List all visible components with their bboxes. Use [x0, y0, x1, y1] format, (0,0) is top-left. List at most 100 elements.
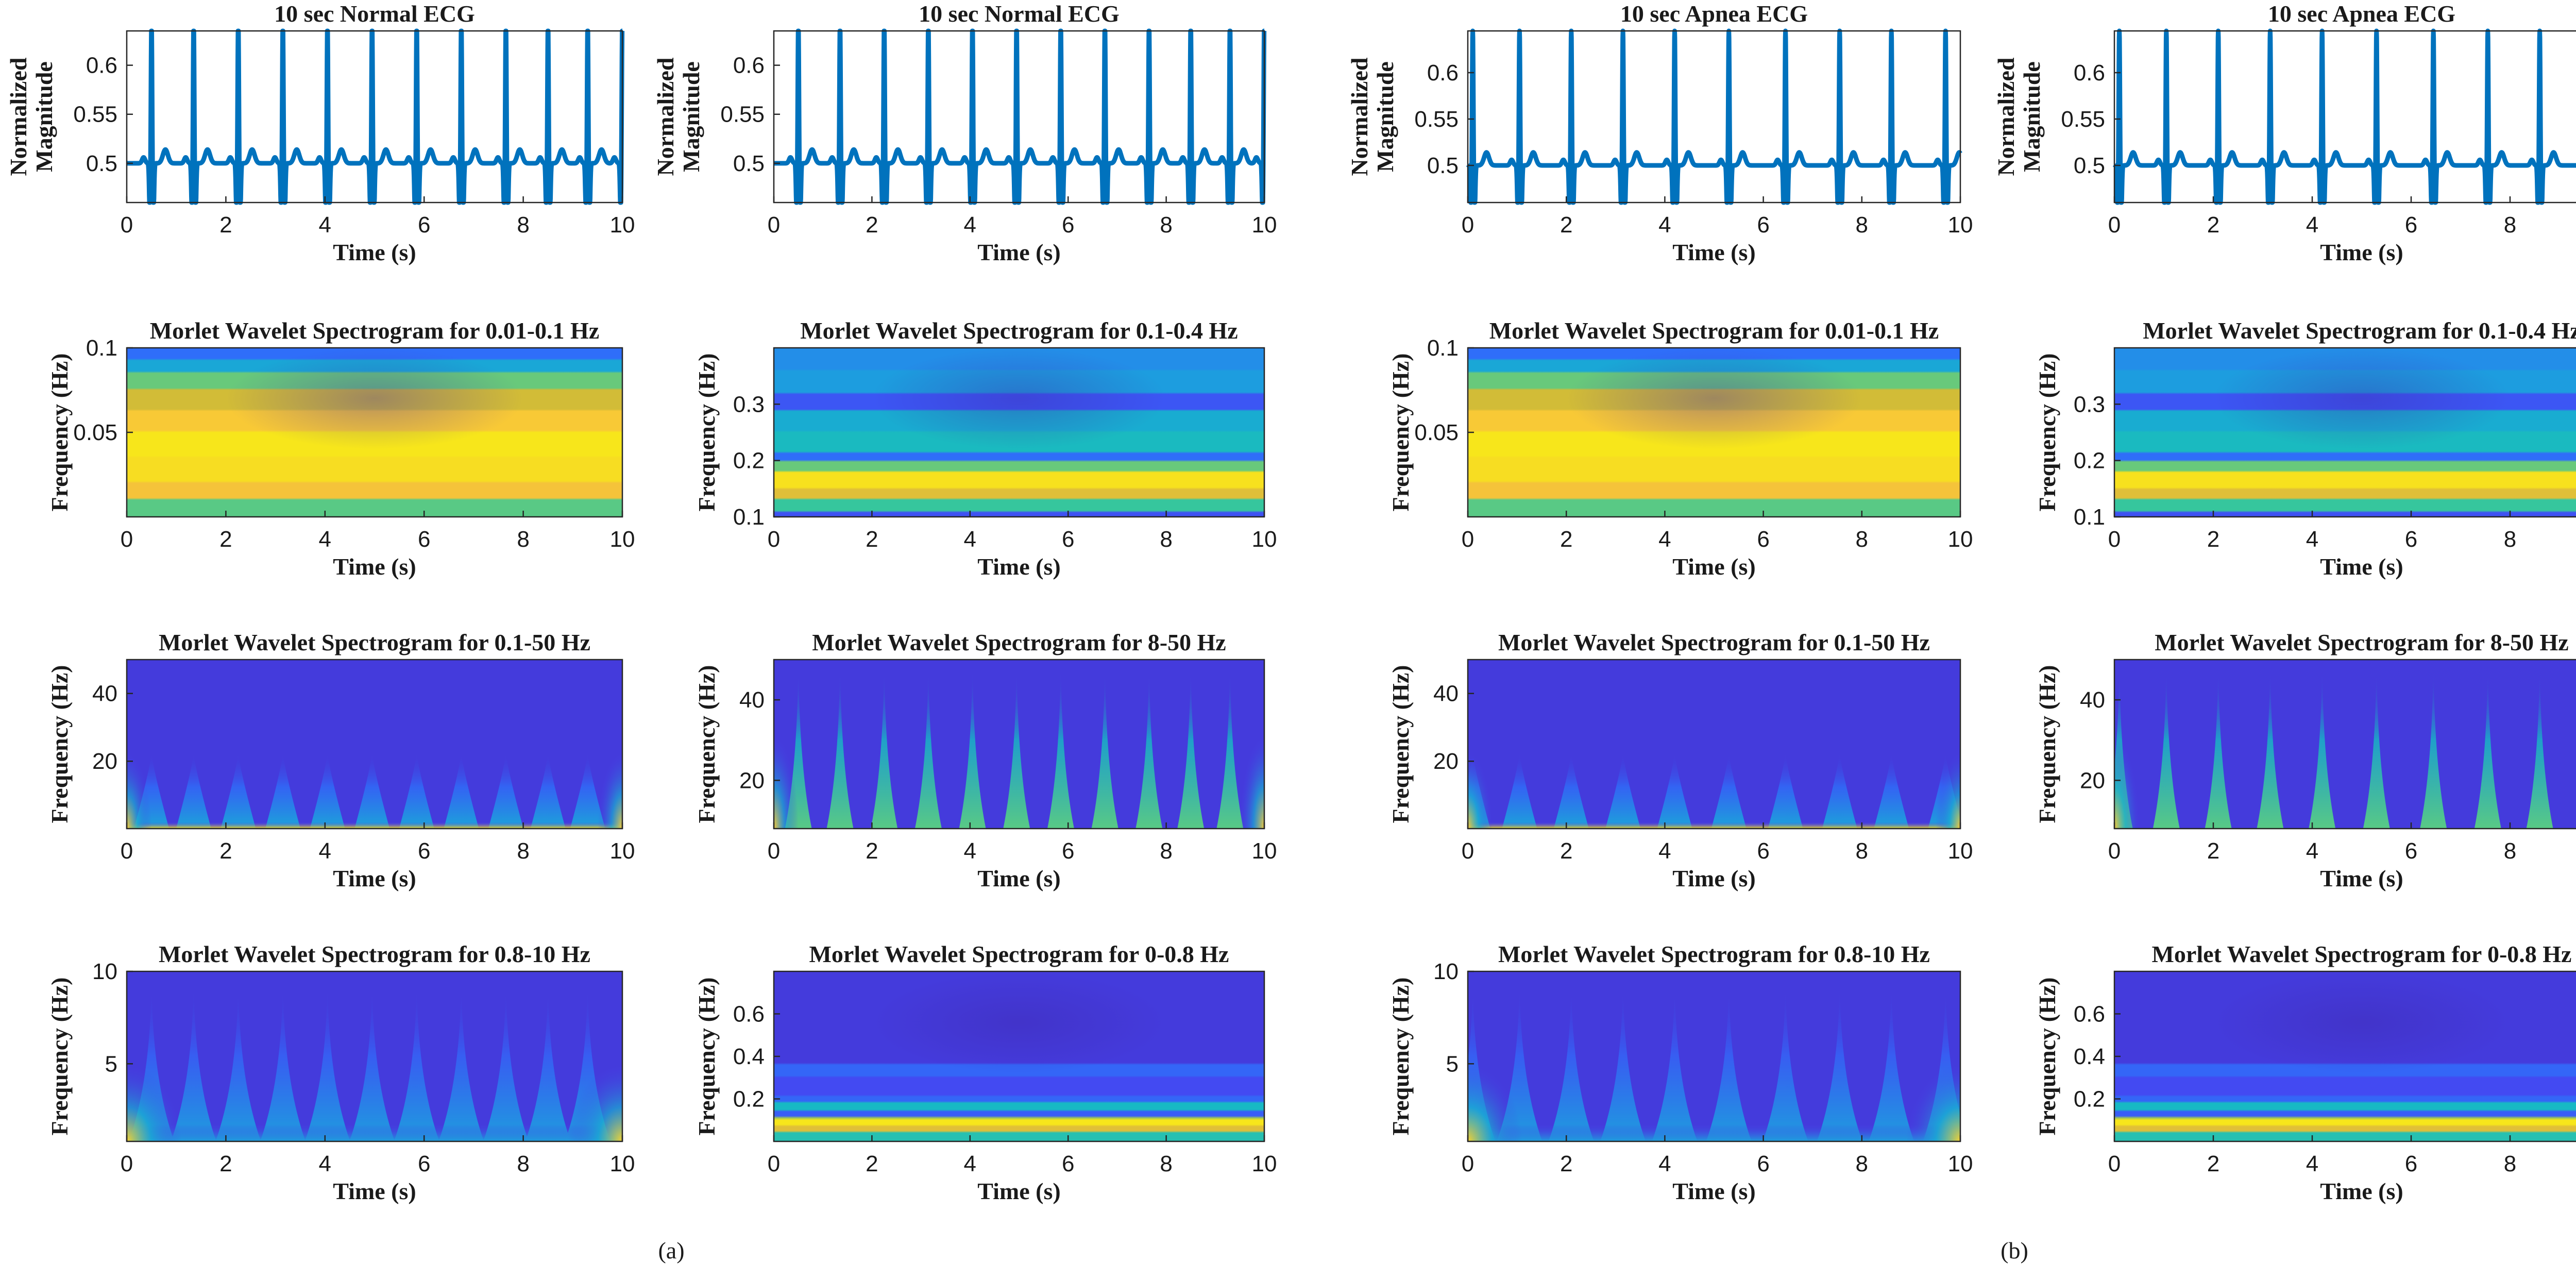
spectrogram-image: [2114, 660, 2576, 829]
x-axis-label: Time (s): [977, 865, 1060, 891]
panel-title: Morlet Wavelet Spectrogram for 0.01-0.1 …: [150, 317, 599, 344]
spectrogram-center-shade: [2213, 348, 2510, 449]
x-tick-label: 4: [964, 527, 976, 552]
cone-of-influence-edge: [597, 752, 622, 829]
cone-of-influence-edge: [1240, 735, 1264, 829]
panel-title: 10 sec Apnea ECG: [1620, 1, 1808, 27]
y-tick-label: 20: [1433, 749, 1459, 774]
y-tick-label: 0.1: [2074, 504, 2105, 530]
cone-of-influence-edge: [1936, 752, 1960, 829]
x-tick-label: 6: [1062, 838, 1074, 864]
beat-plume: [525, 985, 571, 1141]
y-tick-label: 5: [1446, 1051, 1459, 1076]
axes-frame: [2113, 347, 2576, 518]
axes-frame: [1467, 30, 1961, 204]
beat-plume: [2153, 668, 2180, 829]
x-tick-label: 2: [1560, 838, 1572, 864]
panel-a-low: Morlet Wavelet Spectrogram for 0-0.8 Hz 0…: [693, 941, 1277, 1204]
ecg-trace: [124, 28, 625, 205]
y-axis-label: Frequency (Hz): [1387, 353, 1414, 511]
x-tick-label: 4: [319, 838, 331, 864]
beat-plume: [530, 752, 566, 829]
y-tick-label: 0.6: [2074, 1002, 2105, 1027]
low-frequency-floor: [127, 1124, 622, 1141]
x-tick-label: 4: [319, 527, 331, 552]
axes-frame: [1467, 659, 1961, 830]
y-tick-label: 40: [1433, 681, 1459, 706]
y-axis-label: Magnitude: [31, 61, 57, 172]
beat-plume: [2526, 668, 2553, 829]
beat-plume: [1762, 985, 1808, 1141]
beat-plume: [304, 985, 350, 1141]
x-tick-label: 8: [517, 838, 529, 864]
y-axis-label: Frequency (Hz): [2034, 665, 2060, 823]
y-tick-label: 0.1: [86, 335, 117, 361]
axes-frame: [2113, 659, 2576, 830]
x-tick-label: 0: [121, 838, 133, 864]
y-tick-label: 0.55: [720, 102, 765, 127]
y-tick-label: 0.6: [86, 53, 117, 78]
y-tick-label: 0.3: [2074, 392, 2105, 417]
beat-plume: [2309, 668, 2336, 829]
x-axis-label: Time (s): [977, 239, 1060, 265]
x-tick-label: 4: [964, 212, 976, 238]
beat-plume: [1502, 752, 1537, 829]
x-tick-label: 4: [964, 1151, 976, 1176]
beat-plume: [438, 985, 484, 1141]
x-tick-label: 4: [2306, 1151, 2318, 1176]
axes-frame: [126, 970, 623, 1142]
spectrogram-background: [2114, 660, 2576, 829]
panel-title: Morlet Wavelet Spectrogram for 0.8-10 Hz: [1498, 941, 1930, 967]
beat-plume: [354, 752, 390, 829]
x-axis-label: Time (s): [2320, 553, 2403, 580]
y-tick-label: 20: [92, 749, 117, 774]
x-tick-label: 8: [1160, 527, 1172, 552]
panel-b-mid: Morlet Wavelet Spectrogram for 0.8-10 Hz…: [1387, 941, 1973, 1204]
panel-title: Morlet Wavelet Spectrogram for 0.1-0.4 H…: [2143, 317, 2576, 344]
y-tick-label: 0.3: [733, 392, 765, 417]
x-tick-label: 0: [2108, 838, 2121, 864]
panel-b-vlf: Morlet Wavelet Spectrogram for 0.01-0.1 …: [1387, 317, 1973, 580]
x-tick-label: 2: [2207, 1151, 2219, 1176]
y-axis-label: Normalized: [1346, 57, 1372, 176]
axes-frame: [126, 659, 623, 830]
cone-of-influence-edge: [774, 735, 799, 829]
x-tick-label: 4: [2306, 527, 2318, 552]
low-frequency-floor: [1468, 821, 1960, 829]
beat-plume: [399, 752, 434, 829]
x-tick-label: 0: [768, 1151, 780, 1176]
plot-area: [1468, 971, 1960, 1141]
x-axis-label: Time (s): [333, 865, 416, 891]
y-tick-label: 0.55: [73, 102, 117, 127]
y-tick-label: 0.5: [733, 151, 765, 176]
x-tick-label: 2: [2207, 212, 2219, 238]
y-axis-label: Frequency (Hz): [1387, 977, 1414, 1135]
x-tick-label: 6: [418, 1151, 430, 1176]
x-tick-label: 4: [1658, 838, 1671, 864]
panel-a-ecg-1: 10 sec Normal ECG 0 2 4 6 8 10 Time (s) 0.5 0.55 0…: [5, 1, 635, 265]
y-axis-label: Magnitude: [1372, 61, 1398, 172]
plot-area: [1468, 348, 1960, 517]
y-axis-label: Frequency (Hz): [2034, 353, 2060, 511]
x-tick-label: 2: [1560, 527, 1572, 552]
panel-title: 10 sec Normal ECG: [919, 1, 1120, 27]
beat-plume: [1600, 985, 1646, 1141]
x-tick-label: 10: [1252, 527, 1277, 552]
x-axis-label: Time (s): [2320, 865, 2403, 891]
panel-title: Morlet Wavelet Spectrogram for 8-50 Hz: [812, 629, 1226, 655]
beat-plume: [2363, 668, 2390, 829]
beat-plume: [483, 985, 529, 1141]
beat-plume: [215, 985, 261, 1141]
x-tick-label: 10: [610, 838, 635, 864]
y-axis-label: Normalized: [5, 57, 31, 176]
y-tick-label: 0.5: [86, 151, 117, 176]
ecg-trace: [1465, 28, 1963, 205]
x-tick-label: 10: [1948, 527, 1973, 552]
cone-of-influence-edge: [127, 752, 152, 829]
plot-area: [124, 28, 625, 205]
y-tick-label: 5: [105, 1051, 117, 1076]
x-tick-label: 2: [866, 1151, 878, 1176]
cone-of-influence-edge: [1468, 1065, 1522, 1141]
x-axis-label: Time (s): [977, 553, 1060, 580]
